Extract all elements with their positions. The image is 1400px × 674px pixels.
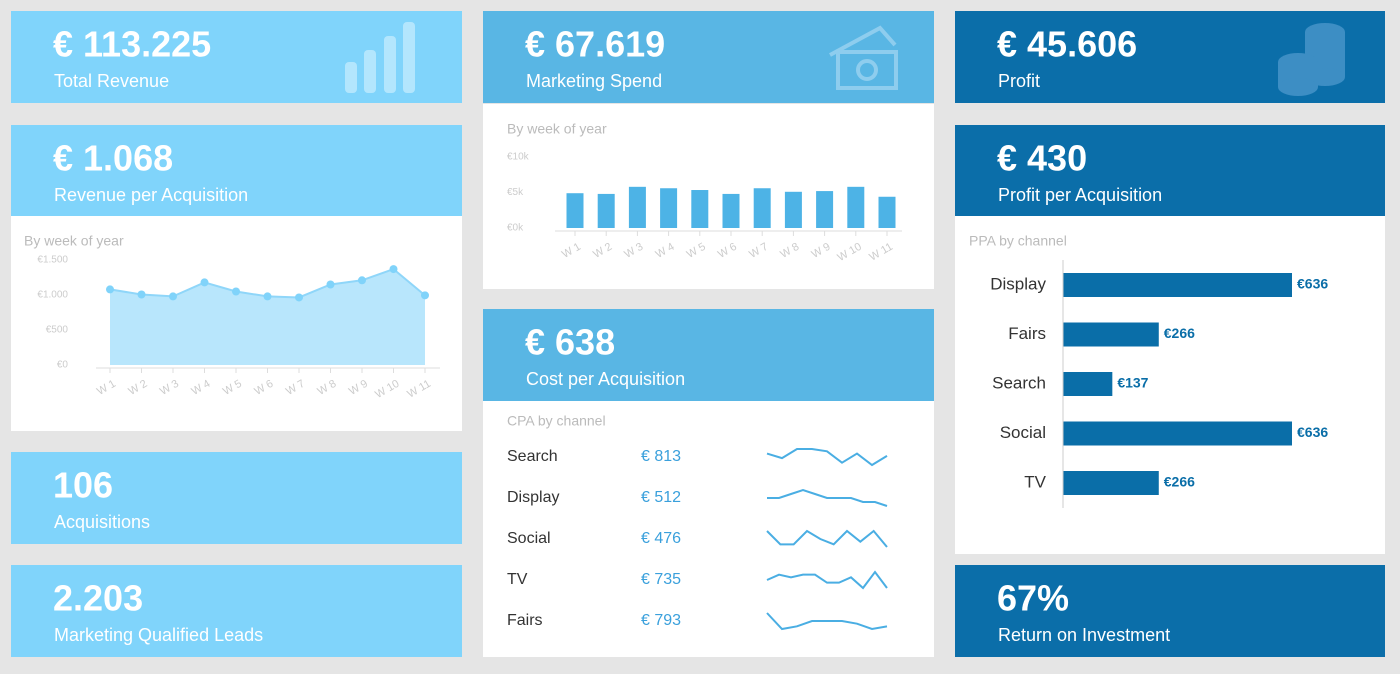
sparkline [767, 488, 888, 507]
channel: Search [507, 448, 558, 465]
chart-title: PPA by channel [969, 233, 1067, 249]
bar [1063, 372, 1113, 396]
point [389, 265, 398, 274]
coins-icon [1278, 23, 1345, 96]
point [421, 291, 429, 300]
sparkline [766, 570, 888, 590]
channel: Fairs [507, 612, 543, 629]
cpa-value: € 735 [641, 571, 681, 588]
bar [816, 191, 834, 228]
kpi-label: Profit [998, 71, 1040, 91]
y-tick-label: Display [990, 274, 1046, 293]
kpi-value: € 1.068 [53, 138, 173, 179]
y-tick-label: €500 [46, 325, 69, 336]
kpi-value: € 430 [997, 138, 1087, 179]
cpa-value: € 512 [641, 489, 681, 506]
money-icon [829, 25, 898, 90]
point [232, 287, 240, 296]
kpi-label: Acquisitions [54, 512, 150, 532]
channel: Display [507, 489, 559, 506]
value-label: €266 [1164, 325, 1195, 341]
kpi-box [11, 565, 462, 657]
kpi-box [11, 125, 462, 217]
y-tick-label: TV [1024, 472, 1046, 491]
sparkline [766, 529, 888, 548]
point [169, 292, 177, 301]
area [110, 269, 425, 365]
bar [597, 193, 615, 228]
bar [878, 196, 896, 228]
bar [660, 188, 678, 228]
value-label: €266 [1164, 474, 1195, 490]
kpi-value: € 67.619 [525, 24, 665, 65]
point [200, 278, 209, 287]
y-tick-label: Fairs [1008, 324, 1046, 343]
point [326, 280, 335, 289]
sparkline [766, 612, 888, 631]
y-tick-label: €0k [507, 223, 524, 234]
chart-title: By week of year [507, 121, 607, 137]
kpi-label: Return on Investment [998, 625, 1170, 645]
kpi-value: € 113.225 [53, 24, 211, 65]
kpi-value: € 638 [525, 322, 615, 363]
bar [566, 193, 584, 228]
bar [722, 193, 740, 228]
kpi-value: € 45.606 [997, 24, 1137, 65]
point [263, 292, 272, 301]
value-label: €137 [1117, 375, 1148, 391]
bar [1063, 471, 1159, 495]
chart-icon [345, 22, 415, 93]
y-tick-label: €1.000 [37, 290, 68, 301]
kpi-box [11, 452, 462, 544]
sparkline [766, 448, 888, 467]
y-tick-label: €5k [507, 187, 524, 198]
y-tick-label: €1.500 [37, 255, 68, 266]
cpa-value: € 793 [641, 612, 681, 629]
kpi-box [955, 565, 1385, 657]
kpi-value: 67% [997, 578, 1069, 619]
bar [1063, 322, 1159, 347]
chart-title: By week of year [24, 233, 124, 249]
panel [483, 401, 934, 657]
value-label: €636 [1297, 276, 1328, 292]
point [137, 290, 146, 299]
kpi-box [483, 309, 934, 401]
bar [847, 186, 865, 228]
kpi-label: Marketing Qualified Leads [54, 625, 263, 645]
kpi-label: Profit per Acquisition [998, 185, 1162, 205]
bar [753, 188, 771, 228]
cpa-value: € 813 [641, 448, 681, 465]
cpa-value: € 476 [641, 530, 681, 547]
panel [955, 216, 1385, 554]
bar [784, 191, 802, 228]
kpi-box [955, 125, 1385, 217]
bar [1063, 421, 1292, 446]
bar [691, 190, 709, 228]
bar [1063, 273, 1292, 297]
point [106, 285, 114, 294]
kpi-label: Cost per Acquisition [526, 369, 685, 389]
kpi-label: Revenue per Acquisition [54, 185, 248, 205]
kpi-label: Marketing Spend [526, 71, 662, 91]
y-tick-label: Social [1000, 423, 1046, 442]
point [295, 293, 303, 302]
table-title: CPA by channel [507, 413, 606, 429]
kpi-label: Total Revenue [54, 71, 169, 91]
y-tick-label: €0 [57, 360, 69, 371]
kpi-value: 2.203 [53, 578, 143, 619]
channel: Social [507, 530, 551, 547]
bar [628, 186, 646, 228]
channel: TV [507, 571, 528, 588]
value-label: €636 [1297, 424, 1328, 440]
y-tick-label: Search [992, 373, 1046, 392]
point [358, 276, 366, 285]
y-tick-label: €10k [507, 152, 530, 163]
kpi-value: 106 [53, 465, 113, 506]
